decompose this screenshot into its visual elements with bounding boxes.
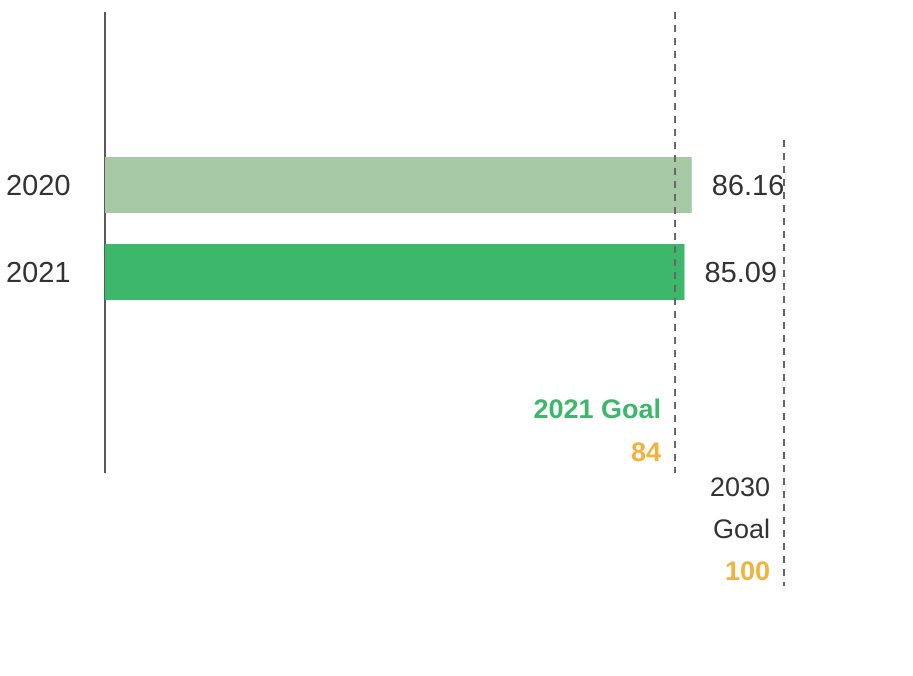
goal-value-100: 100: [725, 556, 770, 586]
bar-2020: [105, 157, 692, 213]
bar-2021: [105, 244, 685, 300]
value-label-2020: 86.16: [712, 170, 785, 202]
category-label-2020: 2020: [6, 170, 71, 202]
value-label-2021: 85.09: [704, 257, 777, 289]
goal-value-84: 84: [631, 437, 661, 467]
category-label-2021: 2021: [6, 257, 71, 289]
goal-label-100-line-1: Goal: [713, 514, 770, 544]
goal-label-84-line-0: 2021 Goal: [533, 394, 661, 424]
goal-label-100-line-0: 2030: [710, 472, 770, 502]
